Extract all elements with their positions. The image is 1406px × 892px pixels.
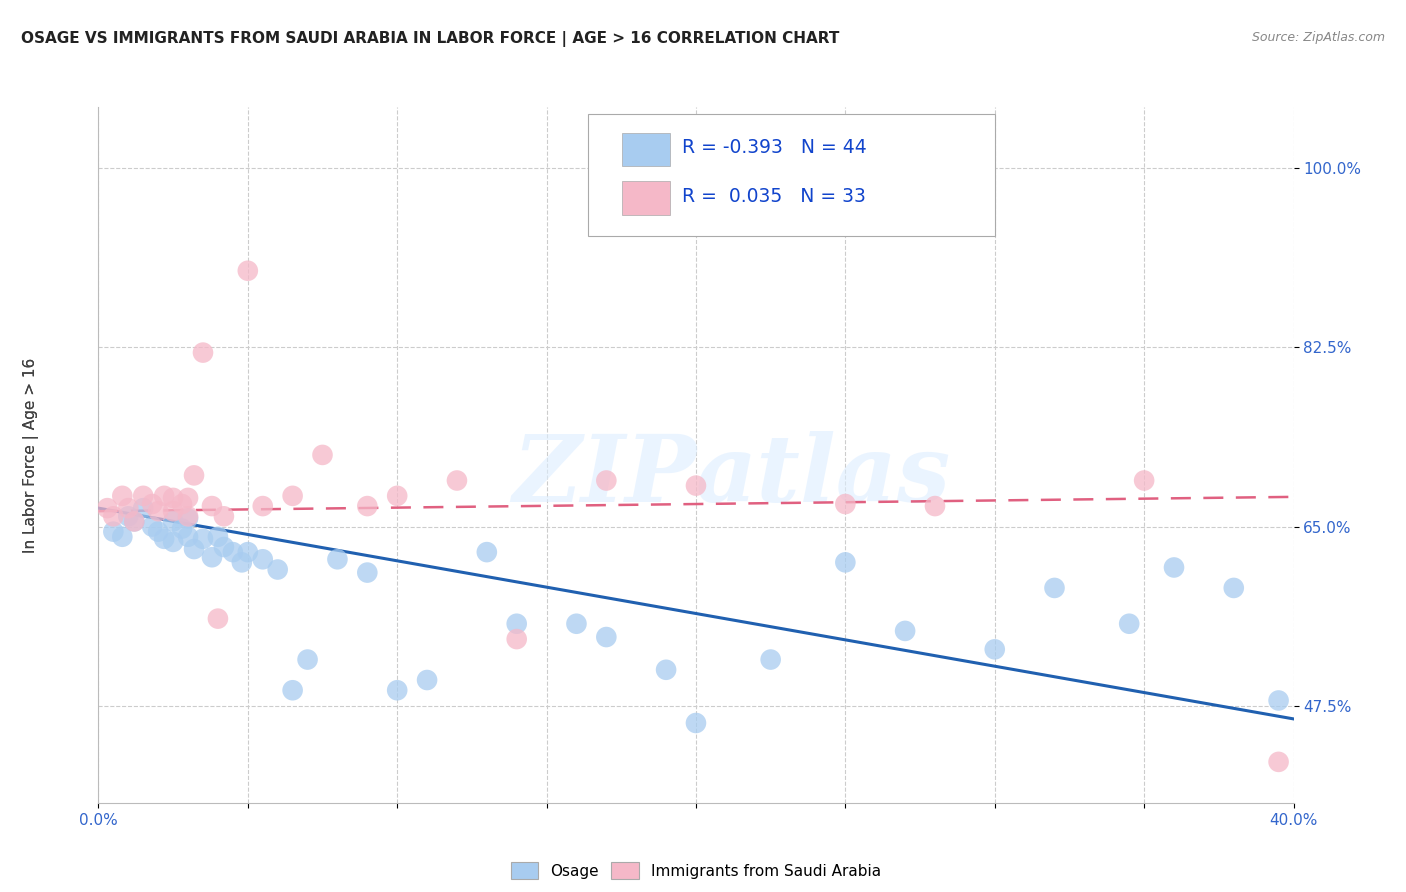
Text: In Labor Force | Age > 16: In Labor Force | Age > 16 (22, 358, 39, 552)
Text: R =  0.035   N = 33: R = 0.035 N = 33 (682, 186, 866, 205)
Text: ZIP: ZIP (512, 431, 696, 521)
Point (191, 345, 214, 359)
Point (356, 566, 378, 580)
Point (162, 515, 184, 529)
Point (172, 522, 194, 536)
Point (685, 478, 707, 492)
Point (834, 555, 856, 569)
Point (177, 491, 200, 505)
Point (506, 632, 529, 646)
Point (416, 673, 439, 687)
Point (117, 509, 139, 524)
Point (148, 504, 170, 518)
Point (183, 542, 205, 557)
Point (1163, 560, 1185, 574)
Point (311, 448, 333, 462)
Point (172, 497, 194, 511)
Point (1267, 755, 1289, 769)
Text: Source: ZipAtlas.com: Source: ZipAtlas.com (1251, 31, 1385, 45)
Point (231, 555, 253, 569)
Point (153, 489, 176, 503)
Point (141, 519, 163, 533)
Point (124, 515, 146, 529)
Point (446, 474, 468, 488)
Point (191, 532, 214, 546)
Bar (621, 181, 669, 215)
Point (685, 716, 707, 731)
Point (183, 468, 205, 483)
Point (595, 474, 617, 488)
Text: R = -0.393   N = 44: R = -0.393 N = 44 (682, 138, 866, 157)
Point (132, 501, 155, 516)
Point (326, 552, 349, 566)
Point (153, 532, 176, 546)
Text: In Labor Force | Age > 16: In Labor Force | Age > 16 (22, 358, 39, 552)
Point (201, 550, 224, 565)
Bar (621, 133, 669, 166)
Point (162, 504, 184, 518)
Point (162, 534, 184, 549)
Point (252, 499, 274, 513)
Text: OSAGE VS IMMIGRANTS FROM SAUDI ARABIA IN LABOR FORCE | AGE > 16 CORRELATION CHAR: OSAGE VS IMMIGRANTS FROM SAUDI ARABIA IN… (21, 31, 839, 47)
Point (1043, 581, 1066, 595)
Point (297, 652, 319, 666)
Point (212, 509, 235, 524)
Text: atlas: atlas (696, 431, 952, 521)
Point (356, 499, 378, 513)
Point (111, 530, 134, 544)
Point (281, 489, 304, 503)
Point (212, 540, 235, 554)
Point (236, 264, 259, 278)
Point (385, 489, 409, 503)
Legend: Osage, Immigrants from Saudi Arabia: Osage, Immigrants from Saudi Arabia (505, 855, 887, 886)
Point (894, 624, 917, 638)
Point (177, 509, 200, 524)
Point (141, 497, 163, 511)
Point (103, 509, 125, 524)
Point (207, 612, 229, 626)
Point (506, 616, 529, 631)
Point (1223, 581, 1246, 595)
Point (834, 497, 856, 511)
Point (1133, 474, 1156, 488)
Point (162, 491, 184, 505)
Point (96, 501, 118, 516)
Point (655, 663, 678, 677)
Point (924, 499, 946, 513)
Point (117, 501, 139, 516)
Point (148, 524, 170, 539)
Point (132, 489, 155, 503)
Point (207, 530, 229, 544)
Point (124, 515, 146, 529)
Point (1118, 616, 1140, 631)
Point (222, 545, 245, 559)
Point (111, 489, 134, 503)
Point (281, 683, 304, 698)
Point (759, 652, 782, 666)
Point (177, 511, 200, 525)
Point (983, 642, 1005, 657)
Point (267, 562, 290, 576)
Point (1267, 693, 1289, 707)
Point (252, 552, 274, 566)
Point (236, 545, 259, 559)
Point (385, 683, 409, 698)
Point (565, 616, 588, 631)
FancyBboxPatch shape (588, 114, 994, 235)
Point (177, 530, 200, 544)
Point (475, 545, 498, 559)
Point (595, 630, 617, 644)
Point (103, 524, 125, 539)
Point (201, 499, 224, 513)
